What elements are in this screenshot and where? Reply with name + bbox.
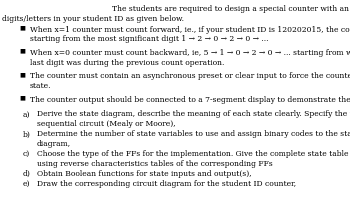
Text: last digit was during the previous count operation.: last digit was during the previous count…: [30, 59, 224, 67]
Text: The counter output should be connected to a 7-segment display to demonstrate the: The counter output should be connected t…: [30, 95, 350, 103]
Text: ■: ■: [19, 25, 25, 30]
Text: b): b): [23, 130, 31, 138]
Text: starting from the most significant digit 1 → 2 → 0 → 2 → 0 → ...: starting from the most significant digit…: [30, 35, 268, 43]
Text: diagram,: diagram,: [37, 140, 71, 147]
Text: d): d): [23, 169, 31, 177]
Text: e): e): [23, 179, 30, 187]
Text: The counter must contain an asynchronous preset or clear input to force the coun: The counter must contain an asynchronous…: [30, 72, 350, 80]
Text: digits/letters in your student ID as given below.: digits/letters in your student ID as giv…: [2, 15, 184, 23]
Text: ■: ■: [19, 95, 25, 100]
Text: state.: state.: [30, 82, 51, 90]
Text: Draw the corresponding circuit diagram for the student ID counter,: Draw the corresponding circuit diagram f…: [37, 179, 296, 187]
Text: When x=1 counter must count forward, ie., if your student ID is 120202015, the c: When x=1 counter must count forward, ie.…: [30, 25, 350, 33]
Text: When x=0 counter must count backward, ie, 5 → 1 → 0 → 2 → 0 → ... starting from : When x=0 counter must count backward, ie…: [30, 49, 350, 57]
Text: ■: ■: [19, 72, 25, 77]
Text: ■: ■: [19, 49, 25, 54]
Text: Obtain Boolean functions for state inputs and output(s),: Obtain Boolean functions for state input…: [37, 169, 251, 177]
Text: The students are required to design a special counter with an x input that count: The students are required to design a sp…: [112, 5, 350, 13]
Text: a): a): [23, 110, 30, 118]
Text: c): c): [23, 150, 30, 157]
Text: using reverse characteristics tables of the corresponding FFs: using reverse characteristics tables of …: [37, 159, 273, 167]
Text: Determine the number of state variables to use and assign binary codes to the st: Determine the number of state variables …: [37, 130, 350, 138]
Text: Derive the state diagram, describe the meaning of each state clearly. Specify th: Derive the state diagram, describe the m…: [37, 110, 350, 118]
Text: sequential circuit (Mealy or Moore),: sequential circuit (Mealy or Moore),: [37, 120, 175, 128]
Text: Choose the type of the FFs for the implementation. Give the complete state table: Choose the type of the FFs for the imple…: [37, 150, 350, 157]
